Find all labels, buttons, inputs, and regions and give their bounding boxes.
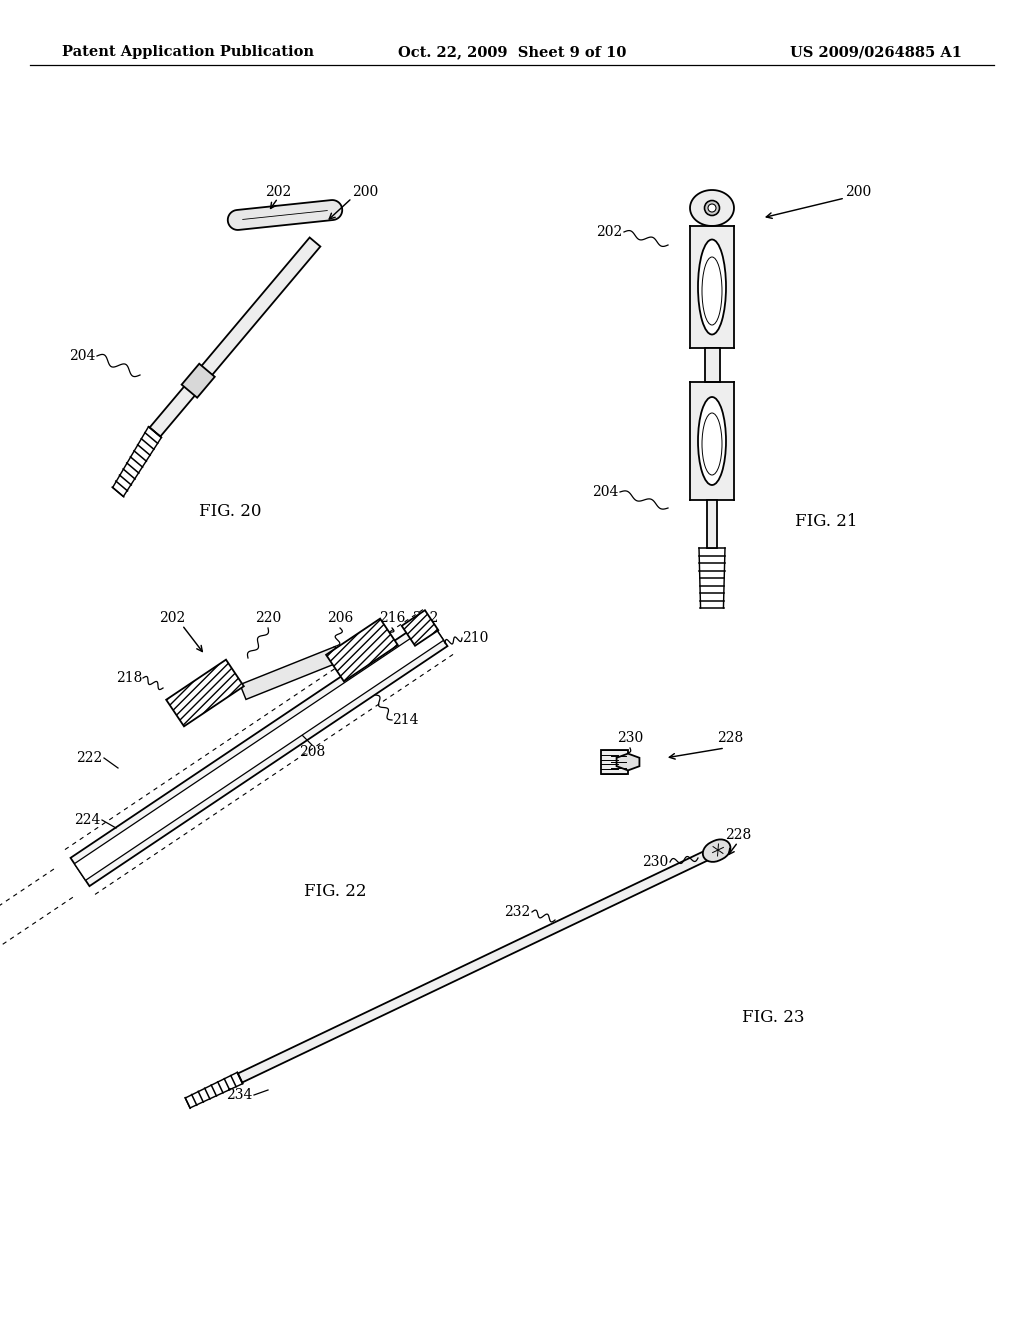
Polygon shape [227,201,342,230]
Polygon shape [71,618,447,886]
Ellipse shape [705,201,720,215]
Text: 204: 204 [592,484,618,499]
Text: 212: 212 [412,611,438,624]
Polygon shape [75,623,443,880]
Text: 232: 232 [504,906,530,919]
Text: 218: 218 [116,671,142,685]
Text: Oct. 22, 2009  Sheet 9 of 10: Oct. 22, 2009 Sheet 9 of 10 [397,45,627,59]
Text: 224: 224 [74,813,100,828]
Text: 202: 202 [265,185,291,199]
Text: FIG. 21: FIG. 21 [795,513,857,531]
Text: 216: 216 [379,611,406,624]
Text: 210: 210 [462,631,488,645]
Polygon shape [150,238,321,437]
Bar [690,381,734,500]
Text: FIG. 23: FIG. 23 [742,1010,805,1027]
Text: 222: 222 [76,751,102,766]
Text: 228: 228 [717,731,743,744]
Text: Patent Application Publication: Patent Application Publication [62,45,314,59]
Text: 200: 200 [845,185,871,199]
Text: US 2009/0264885 A1: US 2009/0264885 A1 [790,45,962,59]
Polygon shape [401,610,438,645]
Text: 228: 228 [725,828,752,842]
Text: FIG. 22: FIG. 22 [304,883,367,900]
Ellipse shape [698,239,726,334]
Text: 200: 200 [352,185,378,199]
Polygon shape [238,846,720,1082]
Polygon shape [616,754,639,771]
Polygon shape [181,364,215,397]
Bar [705,348,720,381]
Bar [707,500,717,548]
Text: 202: 202 [159,611,185,624]
Text: 214: 214 [392,713,419,727]
Bar [601,750,628,774]
Polygon shape [240,647,341,700]
Text: 230: 230 [642,855,668,869]
Polygon shape [690,190,734,226]
Bar [690,226,734,348]
Text: 204: 204 [69,348,95,363]
Text: 206: 206 [327,611,353,624]
Ellipse shape [698,397,726,484]
Polygon shape [166,660,244,726]
Polygon shape [326,619,398,681]
Text: FIG. 20: FIG. 20 [199,503,261,520]
Polygon shape [702,840,730,862]
Ellipse shape [708,205,716,213]
Text: 202: 202 [596,224,622,239]
Text: 234: 234 [225,1088,252,1102]
Text: 208: 208 [299,744,326,759]
Text: 230: 230 [616,731,643,744]
Text: 220: 220 [255,611,282,624]
